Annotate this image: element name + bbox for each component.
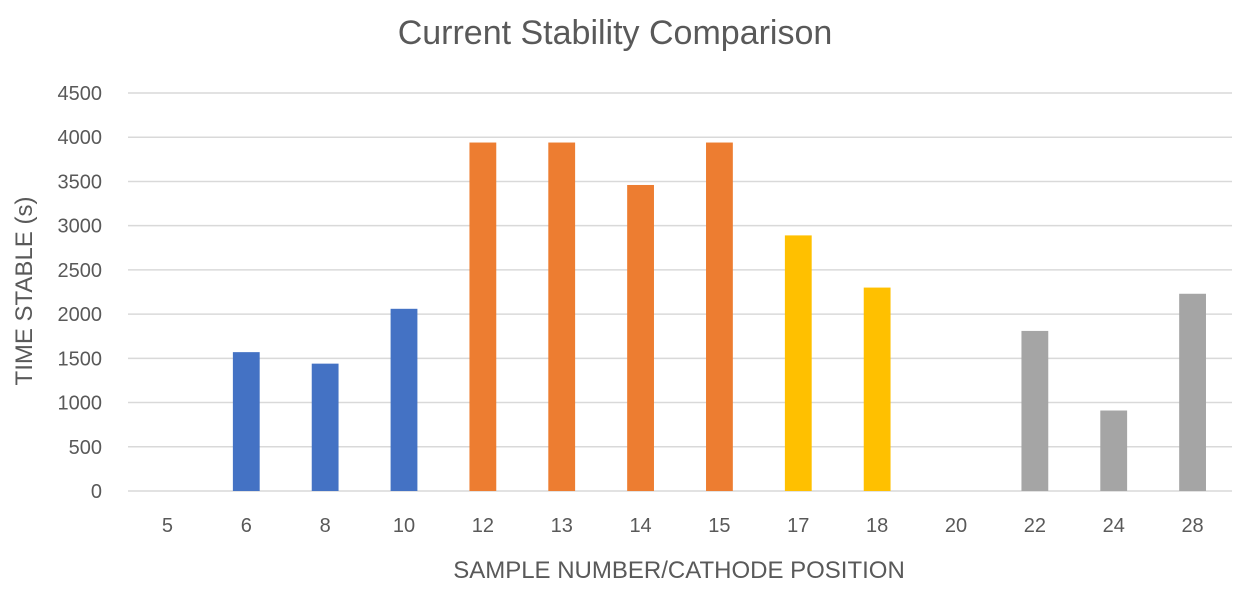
bar-10 <box>390 308 418 491</box>
x-tick-label: 8 <box>320 515 331 537</box>
y-tick-label: 4000 <box>58 127 103 149</box>
x-tick-label: 12 <box>472 515 494 537</box>
y-axis-ticks: 0 500 1000 1500 2000 2500 3000 3500 4000 4500 <box>58 83 103 503</box>
x-tick-label: 10 <box>393 515 415 537</box>
y-tick-label: 500 <box>69 437 102 459</box>
y-tick-label: 0 <box>91 481 102 503</box>
chart-title: Current Stability Comparison <box>398 14 833 52</box>
y-tick-label: 1500 <box>58 348 103 370</box>
x-tick-label: 24 <box>1103 515 1125 537</box>
x-tick-label: 6 <box>241 515 252 537</box>
gridlines <box>128 92 1232 492</box>
x-tick-label: 15 <box>708 515 730 537</box>
x-tick-label: 13 <box>551 515 573 537</box>
y-tick-label: 2000 <box>58 304 103 326</box>
x-tick-label: 17 <box>787 515 809 537</box>
bars <box>232 142 1206 492</box>
bar-14 <box>627 184 654 491</box>
bar-24 <box>1100 410 1128 491</box>
x-axis-ticks: 5 6 8 10 12 13 14 15 17 18 20 22 24 28 <box>162 515 1204 537</box>
y-tick-label: 4500 <box>58 83 103 105</box>
bar-15 <box>706 142 733 492</box>
bar-8 <box>311 363 339 491</box>
x-tick-label: 14 <box>629 515 651 537</box>
x-tick-label: 28 <box>1181 515 1203 537</box>
x-tick-label: 18 <box>866 515 888 537</box>
y-tick-label: 2500 <box>58 260 103 282</box>
y-tick-label: 3000 <box>58 216 103 238</box>
x-tick-label: 22 <box>1024 515 1046 537</box>
x-tick-label: 20 <box>945 515 967 537</box>
bar-28 <box>1179 293 1206 491</box>
x-tick-label: 5 <box>162 515 173 537</box>
bar-17 <box>784 235 812 491</box>
bar-13 <box>548 142 576 492</box>
bar-12 <box>469 142 497 492</box>
y-tick-label: 3500 <box>58 171 103 193</box>
y-tick-label: 1000 <box>58 393 103 415</box>
bar-6 <box>232 352 260 491</box>
bar-22 <box>1021 330 1049 491</box>
y-axis-label: TIME STABLE (s) <box>11 197 38 386</box>
bar-18 <box>863 287 891 491</box>
x-axis-label: SAMPLE NUMBER/CATHODE POSITION <box>453 557 905 584</box>
